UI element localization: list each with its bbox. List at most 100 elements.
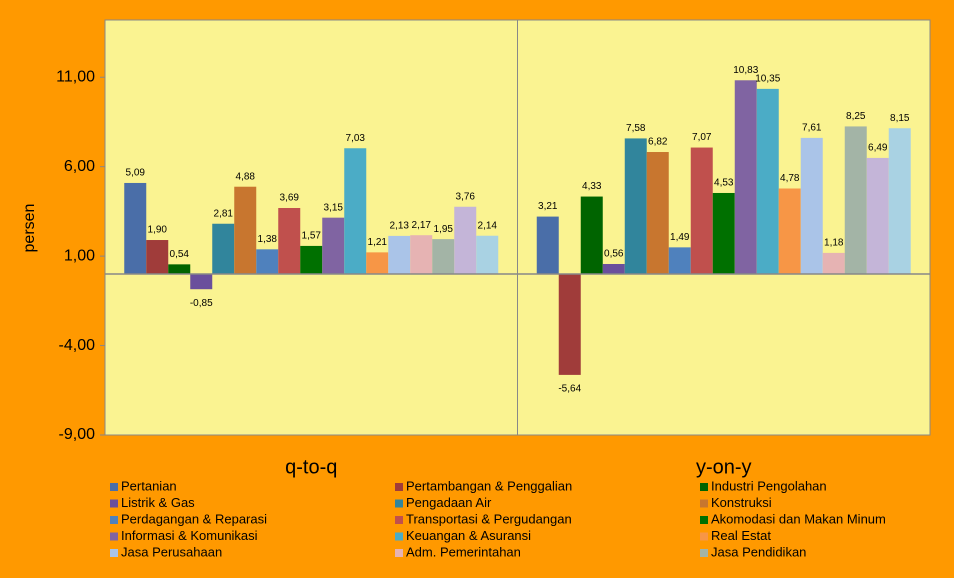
data-label: 6,82: [648, 137, 668, 148]
legend-swatch: [700, 499, 708, 508]
bar: [410, 235, 433, 275]
bar: [124, 182, 147, 275]
bar: [558, 274, 581, 375]
bar: [212, 223, 235, 275]
data-label: 0,54: [170, 249, 190, 260]
data-label: 2,14: [478, 220, 498, 231]
bar: [476, 235, 499, 275]
y-axis-label: persen: [21, 204, 38, 253]
bar: [146, 240, 169, 275]
data-label: 7,07: [692, 132, 712, 143]
legend-label: Perdagangan & Reparasi: [121, 511, 267, 526]
bar: [278, 208, 301, 275]
legend-swatch: [700, 483, 708, 491]
bar: [322, 217, 345, 275]
legend-swatch: [395, 532, 403, 541]
legend-swatch: [700, 549, 708, 557]
bar: [190, 274, 213, 290]
data-label: 3,21: [538, 201, 558, 212]
data-label: 4,33: [582, 181, 602, 192]
bar: [866, 157, 889, 275]
bar: [646, 152, 669, 275]
data-label: 0,56: [604, 249, 624, 260]
bar: [756, 88, 779, 275]
x-category-label: y-on-y: [696, 456, 752, 478]
legend-label: Pertanian: [121, 478, 177, 493]
legend-swatch: [395, 483, 403, 491]
bar: [432, 239, 455, 275]
bar: [822, 252, 845, 275]
legend-label: Jasa Perusahaan: [121, 544, 222, 559]
data-label: 4,53: [714, 178, 734, 189]
data-label: -5,64: [558, 384, 581, 395]
legend-label: Listrik & Gas: [121, 495, 195, 510]
legend-swatch: [395, 499, 403, 508]
data-label: 6,49: [868, 143, 888, 154]
bar: [712, 192, 735, 275]
data-label: 1,90: [148, 225, 168, 236]
data-label: 1,49: [670, 232, 690, 243]
data-label: 8,15: [890, 113, 910, 124]
data-label: -0,85: [190, 298, 213, 309]
bar: [536, 216, 559, 275]
data-label: 3,69: [280, 193, 300, 204]
data-label: 1,18: [824, 238, 844, 249]
data-label: 7,03: [346, 133, 366, 144]
legend-swatch: [700, 532, 708, 541]
legend-label: Transportasi & Pergudangan: [406, 511, 572, 526]
bar: [668, 247, 691, 275]
y-tick-label: 1,00: [64, 247, 95, 264]
legend-label: Pertambangan & Penggalian: [406, 478, 572, 493]
data-label: 1,21: [368, 237, 388, 248]
data-label: 2,81: [214, 208, 234, 219]
legend-swatch: [395, 549, 403, 557]
bar: [256, 249, 279, 275]
bar: [388, 235, 411, 275]
legend-label: Jasa Pendidikan: [711, 544, 806, 559]
legend-label: Informasi & Komunikasi: [121, 528, 258, 543]
bar: [602, 263, 625, 275]
bar: [366, 252, 389, 275]
legend-swatch: [700, 516, 708, 524]
bar: [234, 186, 257, 275]
data-label: 1,95: [434, 224, 454, 235]
bar: [690, 147, 713, 275]
bar: [800, 137, 823, 275]
data-label: 1,57: [302, 231, 322, 242]
bar: [624, 138, 647, 275]
bar: [778, 188, 801, 275]
data-label: 4,88: [236, 171, 256, 182]
data-label: 10,83: [733, 65, 758, 76]
data-label: 3,76: [456, 191, 476, 202]
legend-swatch: [395, 516, 403, 524]
legend-label: Pengadaan Air: [406, 495, 492, 510]
bar: [168, 264, 191, 275]
bar: [844, 126, 867, 275]
bar: [454, 206, 477, 275]
legend-swatch: [110, 483, 118, 491]
data-label: 1,38: [258, 234, 278, 245]
data-label: 7,58: [626, 123, 646, 134]
data-label: 10,35: [755, 74, 780, 85]
bar: [300, 245, 323, 275]
legend-label: Akomodasi dan Makan Minum: [711, 511, 886, 526]
y-tick-label: 6,00: [64, 158, 95, 175]
bar: [888, 128, 911, 275]
legend-swatch: [110, 532, 118, 541]
x-category-label: q-to-q: [285, 456, 337, 478]
y-tick-label: -9,00: [59, 426, 96, 443]
y-tick-label: -4,00: [59, 337, 96, 354]
legend-label: Keuangan & Asuransi: [406, 528, 531, 543]
data-label: 2,13: [390, 221, 410, 232]
data-label: 5,09: [126, 168, 146, 179]
data-label: 7,61: [802, 123, 822, 134]
y-tick-label: 11,00: [56, 68, 95, 85]
legend-swatch: [110, 499, 118, 508]
legend-swatch: [110, 549, 118, 557]
legend-label: Real Estat: [711, 528, 771, 543]
legend-label: Adm. Pemerintahan: [406, 544, 521, 559]
bar: [734, 80, 757, 275]
bar: [580, 196, 603, 275]
data-label: 4,78: [780, 173, 800, 184]
